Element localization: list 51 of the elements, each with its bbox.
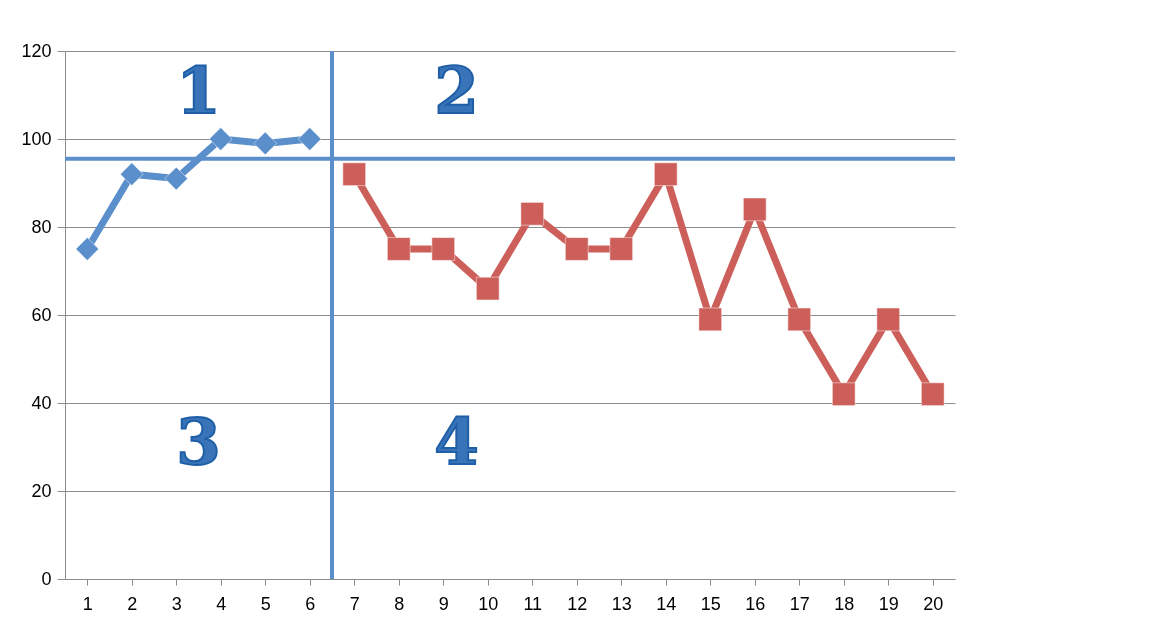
x-tick-label: 20 <box>923 593 944 614</box>
x-tick-label: 4 <box>216 593 227 614</box>
x-tick-label: 16 <box>745 593 766 614</box>
point <box>386 237 411 261</box>
x-tick-label: 18 <box>834 593 855 614</box>
y-tick-label: 60 <box>31 304 52 325</box>
y-tick-label: 0 <box>41 568 52 589</box>
x-tick-label: 2 <box>127 593 138 614</box>
x-tick-label: 15 <box>700 593 721 614</box>
point <box>119 162 144 186</box>
annotation: 2 <box>434 53 479 129</box>
x-tick-label: 17 <box>789 593 810 614</box>
x-tick-label: 9 <box>438 593 449 614</box>
x-tick-label: 1 <box>82 593 93 614</box>
point <box>831 382 856 406</box>
x-tick-label: 3 <box>171 593 182 614</box>
x-tick-label: 8 <box>394 593 405 614</box>
point <box>876 307 901 332</box>
annotation: 3 <box>176 403 221 479</box>
point <box>609 237 634 261</box>
point <box>164 166 189 191</box>
x-tick-label: 6 <box>305 593 316 614</box>
annotation: 4 <box>434 403 479 479</box>
x-tick-label: 7 <box>349 593 360 614</box>
point <box>253 131 278 156</box>
x-tick-label: 11 <box>523 593 543 614</box>
point <box>920 382 945 406</box>
point <box>342 162 367 186</box>
x-tick-label: 12 <box>567 593 588 614</box>
y-tick-label: 80 <box>31 216 52 237</box>
y-tick-label: 40 <box>31 392 52 413</box>
point <box>208 127 233 151</box>
point <box>787 307 812 332</box>
x-tick-label: 14 <box>656 593 677 614</box>
x-tick-label: 5 <box>260 593 271 614</box>
point <box>653 162 678 186</box>
annotation: 1 <box>176 53 221 129</box>
y-tick-label: 120 <box>21 40 52 61</box>
point <box>475 276 500 301</box>
x-tick-label: 10 <box>478 593 499 614</box>
point <box>297 127 322 151</box>
y-tick-label: 100 <box>21 128 52 149</box>
point <box>75 237 100 261</box>
x-tick-label: 19 <box>878 593 899 614</box>
y-tick-label: 20 <box>31 480 52 501</box>
x-tick-label: 13 <box>611 593 632 614</box>
point <box>698 307 723 332</box>
point <box>564 237 589 261</box>
point <box>742 197 767 222</box>
point <box>520 202 545 226</box>
point <box>431 237 456 261</box>
